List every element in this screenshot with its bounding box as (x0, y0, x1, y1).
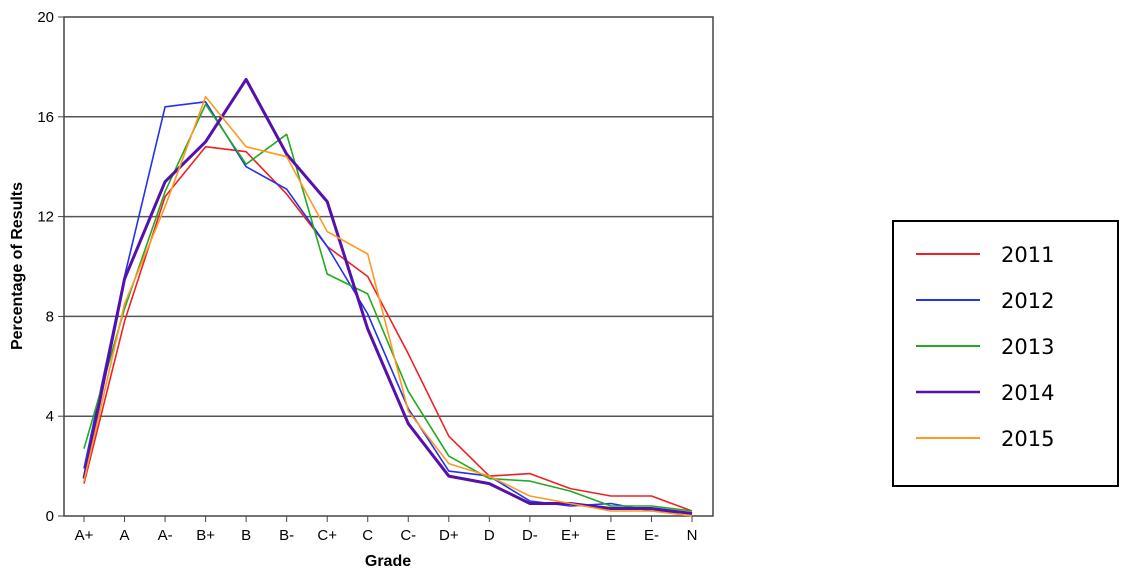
legend-items: 2011 2012 2013 2014 2015 (916, 243, 1054, 451)
x-axis-ticks: A+ A A- B+ B B- C+ C C- D+ D D- E+ E E- N (75, 516, 698, 544)
x-tick-label: A+ (75, 527, 94, 544)
x-tick-label: D- (522, 527, 538, 544)
y-tick-label: 20 (37, 9, 54, 26)
series-line-2013 (83, 103, 693, 512)
legend-label: 2014 (1001, 381, 1054, 405)
x-tick-label: A (120, 527, 130, 544)
x-tick-label: C+ (317, 527, 337, 544)
legend-label: 2011 (1001, 243, 1054, 267)
series-line-2011 (83, 145, 693, 512)
x-axis-title: Grade (365, 553, 411, 570)
x-tick-label: D (484, 527, 495, 544)
legend-item-2015: 2015 (916, 427, 1054, 451)
legend-item-2013: 2013 (916, 335, 1054, 359)
y-tick-label: 16 (37, 109, 54, 126)
series-line-2012 (83, 101, 693, 515)
x-tick-label: B+ (196, 527, 215, 544)
y-tick-label: 0 (46, 508, 54, 525)
y-tick-label: 8 (46, 308, 54, 325)
x-tick-label: A- (158, 527, 173, 544)
series-line-2014 (82, 77, 693, 515)
y-tick-label: 4 (46, 408, 54, 425)
y-tick-label: 12 (37, 209, 54, 226)
series-line-2015 (83, 96, 693, 517)
x-tick-label: B (241, 527, 251, 544)
legend-item-2011: 2011 (916, 243, 1054, 267)
legend: 2011 2012 2013 2014 2015 (892, 220, 1119, 487)
x-tick-label: E- (644, 527, 659, 544)
gridlines (64, 116, 713, 417)
legend-label: 2013 (1001, 335, 1054, 359)
legend-label: 2012 (1001, 289, 1054, 313)
x-tick-label: C- (400, 527, 416, 544)
y-axis-title: Percentage of Results (9, 182, 26, 350)
x-tick-label: C (362, 527, 373, 544)
legend-item-2012: 2012 (916, 289, 1054, 313)
x-tick-label: N (687, 527, 698, 544)
y-axis-ticks: 0 4 8 12 16 20 (37, 9, 64, 525)
x-tick-label: D+ (439, 527, 459, 544)
x-tick-label: B- (279, 527, 294, 544)
plot-area-frame (63, 16, 714, 517)
legend-label: 2015 (1001, 427, 1054, 451)
series-lines (82, 77, 693, 517)
x-tick-label: E+ (561, 527, 580, 544)
x-tick-label: E (606, 527, 616, 544)
legend-item-2014: 2014 (916, 381, 1054, 405)
legend-box (892, 220, 1119, 487)
